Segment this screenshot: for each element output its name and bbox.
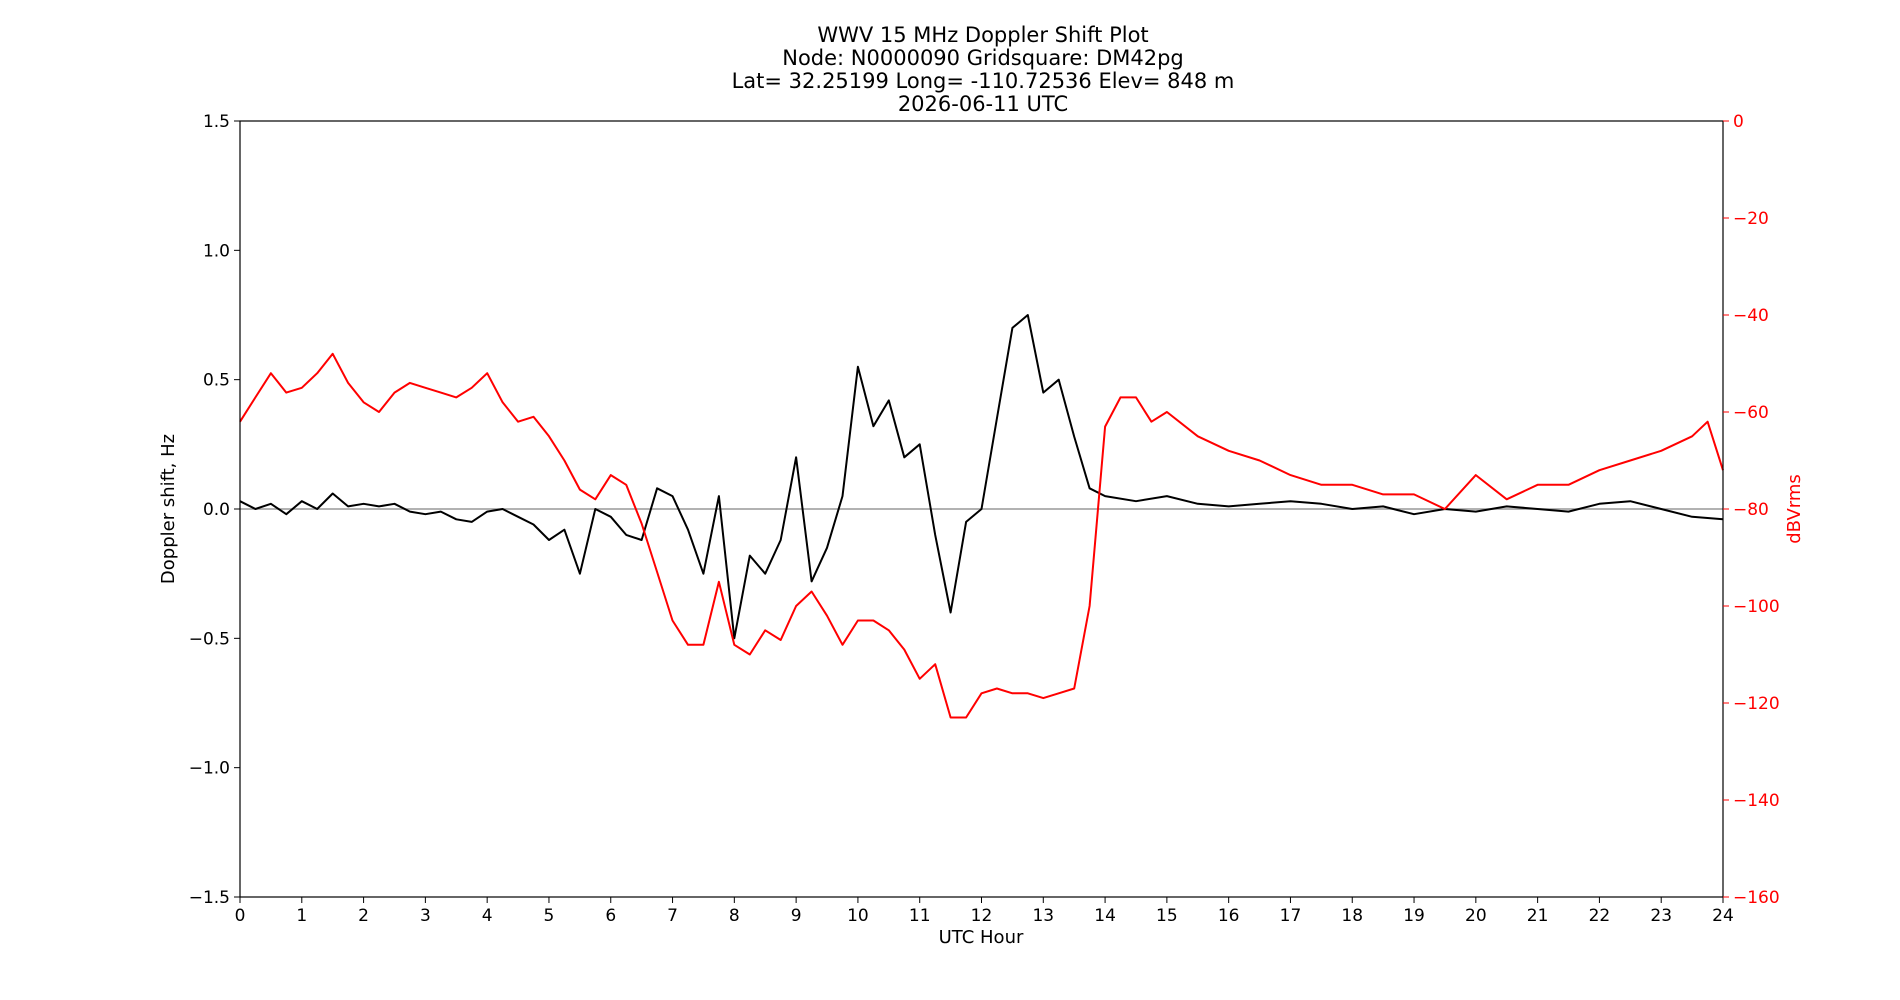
y-axis-right-label: dBVrms <box>1784 474 1805 544</box>
y-axis-left-label: Doppler shift, Hz <box>158 434 179 584</box>
x-tick-label: 9 <box>791 906 802 926</box>
y-left-tick-label: 1.5 <box>203 112 230 132</box>
y-left-tick-label: 0.5 <box>203 371 230 391</box>
x-tick-label: 19 <box>1403 906 1425 926</box>
y-right-tick-label: −20 <box>1733 209 1769 229</box>
x-tick-label: 23 <box>1650 906 1672 926</box>
x-axis: 0 1 2 3 4 5 6 7 8 9 10 11 12 13 14 15 16 17 18 19 20 21 22 23 24 <box>235 897 1734 926</box>
y-left-tick-label: 1.0 <box>203 241 230 261</box>
y-axis-right: 0 −20 −40 −60 −80 −100 −120 −140 −160 <box>1723 112 1780 908</box>
y-left-tick-label: −0.5 <box>189 629 230 649</box>
title-line-3: Lat= 32.25199 Long= -110.72536 Elev= 848… <box>732 69 1235 93</box>
y-right-tick-label: −140 <box>1733 791 1780 811</box>
x-tick-label: 8 <box>729 906 740 926</box>
y-axis-left: 1.5 1.0 0.5 0.0 −0.5 −1.0 −1.5 <box>189 112 240 908</box>
x-axis-label: UTC Hour <box>939 927 1024 948</box>
x-tick-label: 11 <box>909 906 931 926</box>
x-tick-label: 14 <box>1094 906 1116 926</box>
x-tick-label: 18 <box>1341 906 1363 926</box>
x-tick-label: 2 <box>358 906 369 926</box>
x-tick-label: 22 <box>1589 906 1611 926</box>
title-line-4: 2026-06-11 UTC <box>898 92 1068 116</box>
x-tick-label: 10 <box>847 906 869 926</box>
x-tick-label: 16 <box>1218 906 1240 926</box>
y-right-tick-label: −80 <box>1733 500 1769 520</box>
y-right-tick-label: 0 <box>1733 112 1744 132</box>
x-tick-label: 3 <box>420 906 431 926</box>
x-tick-label: 13 <box>1032 906 1054 926</box>
x-tick-label: 6 <box>605 906 616 926</box>
x-tick-label: 5 <box>544 906 555 926</box>
y-right-tick-label: −160 <box>1733 888 1780 908</box>
x-tick-label: 24 <box>1712 906 1734 926</box>
x-tick-label: 17 <box>1280 906 1302 926</box>
y-right-tick-label: −40 <box>1733 306 1769 326</box>
title-line-1: WWV 15 MHz Doppler Shift Plot <box>817 23 1148 47</box>
y-left-tick-label: −1.5 <box>189 888 230 908</box>
y-right-tick-label: −100 <box>1733 597 1780 617</box>
y-right-tick-label: −120 <box>1733 694 1780 714</box>
doppler-shift-series <box>239 314 1724 640</box>
x-tick-label: 1 <box>296 906 307 926</box>
x-tick-label: 4 <box>482 906 493 926</box>
x-tick-label: 7 <box>667 906 678 926</box>
signal-level-series <box>239 352 1724 719</box>
x-tick-label: 21 <box>1527 906 1549 926</box>
y-left-tick-label: 0.0 <box>203 500 230 520</box>
y-left-tick-label: −1.0 <box>189 759 230 779</box>
x-tick-label: 0 <box>235 906 246 926</box>
series-layer <box>239 314 1724 719</box>
chart-title: WWV 15 MHz Doppler Shift Plot Node: N000… <box>732 23 1235 116</box>
x-tick-label: 20 <box>1465 906 1487 926</box>
title-line-2: Node: N0000090 Gridsquare: DM42pg <box>782 46 1184 70</box>
x-tick-label: 15 <box>1156 906 1178 926</box>
x-tick-label: 12 <box>971 906 993 926</box>
y-right-tick-label: −60 <box>1733 403 1769 423</box>
